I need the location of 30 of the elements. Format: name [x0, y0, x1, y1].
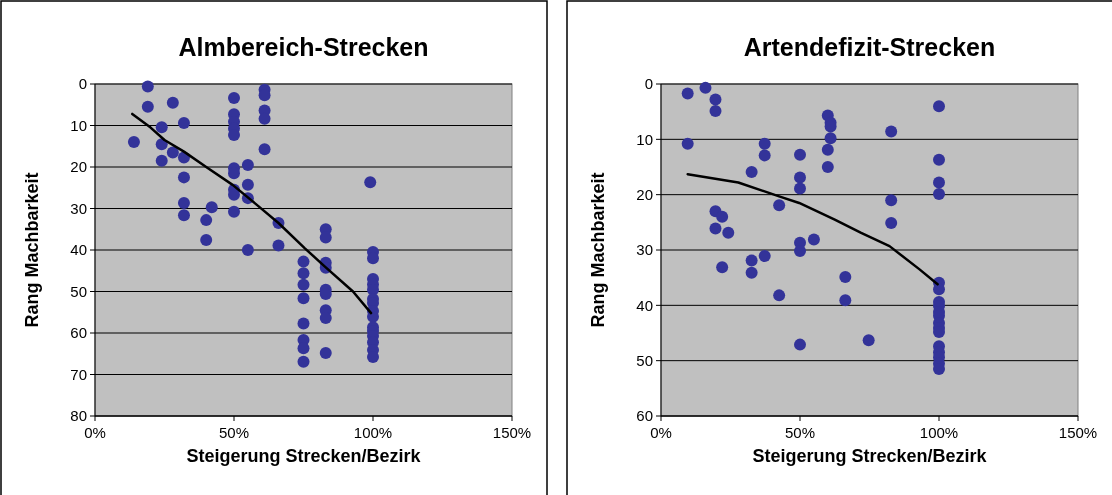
y-tick-label: 60 [636, 407, 653, 425]
y-tick-label: 10 [70, 116, 87, 134]
y-tick-label: 40 [636, 296, 653, 314]
x-axis-title: Steigerung Strecken/Bezirk [186, 446, 422, 466]
x-tick-label: 100% [353, 424, 393, 441]
y-axis-title: Rang Machbarkeit [588, 172, 608, 328]
y-tick-label: 20 [70, 158, 87, 176]
y-tick-label: 60 [70, 324, 87, 342]
y-tick-label: 80 [70, 407, 87, 425]
x-tick-label: 0% [84, 424, 106, 441]
y-tick-label: 40 [70, 241, 87, 259]
y-tick-label: 50 [636, 351, 653, 369]
x-axis-title: Steigerung Strecken/Bezirk [752, 446, 988, 466]
x-tick-label: 0% [650, 424, 672, 441]
y-tick-label: 0 [78, 75, 87, 93]
chart-title: Artendefizit-Strecken [743, 33, 996, 61]
y-tick-label: 30 [636, 241, 653, 259]
x-tick-label: 150% [492, 424, 532, 441]
x-tick-label: 150% [1058, 424, 1098, 441]
chart-title: Almbereich-Strecken [178, 33, 429, 61]
x-tick-label: 100% [919, 424, 959, 441]
y-tick-label: 70 [70, 365, 87, 383]
x-tick-label: 50% [218, 424, 250, 441]
x-tick-label: 50% [784, 424, 816, 441]
y-tick-label: 30 [70, 199, 87, 217]
y-axis-title: Rang Machbarkeit [22, 172, 42, 328]
y-tick-label: 50 [70, 282, 87, 300]
y-tick-label: 20 [636, 185, 653, 203]
y-tick-label: 10 [636, 130, 653, 148]
y-tick-label: 0 [644, 75, 653, 93]
